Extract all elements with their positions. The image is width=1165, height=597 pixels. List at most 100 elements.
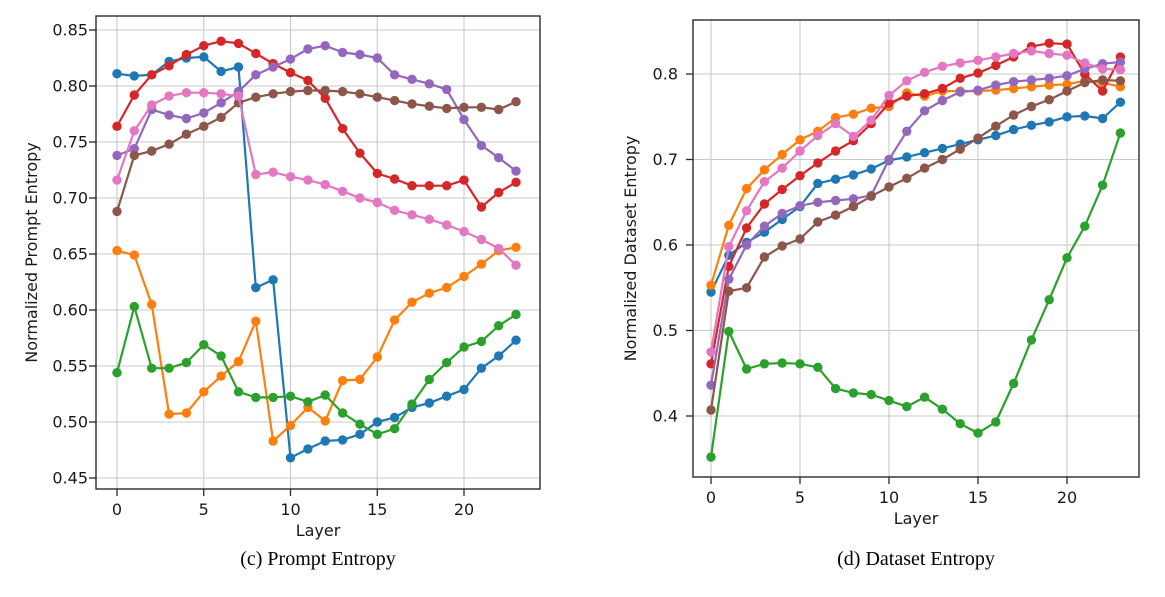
series-pink-marker [424, 214, 434, 224]
series-red-marker [424, 181, 434, 191]
series-green-marker [1044, 295, 1054, 305]
series-purple-marker [848, 194, 859, 204]
series-brown-marker [937, 154, 948, 165]
series-orange-marker [199, 387, 209, 397]
series-blue-marker [303, 444, 313, 454]
series-purple-marker [442, 84, 452, 95]
series-green-marker [112, 368, 122, 378]
axes-spines [95, 15, 541, 490]
series-green-marker [1080, 221, 1090, 231]
series-purple-marker [1026, 75, 1037, 85]
series-orange-marker [459, 271, 469, 282]
caption-dataset-entropy: (d) Dataset Entropy [837, 548, 995, 570]
series-green-marker [216, 351, 226, 361]
series-red-marker [303, 75, 313, 86]
series-red-marker [955, 73, 965, 84]
series-pink-marker [1044, 48, 1054, 59]
dataset-entropy-series-brown [706, 75, 1126, 415]
series-pink-marker [233, 91, 244, 101]
prompt-entropy-series-green [112, 301, 521, 439]
series-green-marker [303, 397, 313, 407]
series-brown-marker [795, 234, 805, 244]
series-blue-marker [285, 453, 296, 463]
series-brown-marker [991, 121, 1001, 131]
series-red-marker [216, 36, 226, 46]
series-pink-marker [459, 226, 469, 237]
y-tick-label: 0.85 [52, 21, 88, 40]
series-orange-marker [1026, 82, 1037, 92]
series-red-marker [129, 90, 139, 100]
series-purple-marker [741, 240, 752, 250]
series-red-marker [147, 70, 157, 80]
dataset-entropy-xlabel: Layer [894, 509, 939, 528]
series-brown-marker [216, 112, 226, 123]
series-blue-marker [355, 429, 365, 439]
series-orange-marker [777, 149, 787, 160]
series-brown-marker [494, 104, 504, 115]
series-purple-marker [1115, 57, 1126, 67]
series-brown-marker [511, 97, 521, 107]
series-purple-marker [112, 150, 122, 161]
series-red-marker [181, 49, 192, 60]
series-brown-marker [706, 405, 716, 415]
series-brown-marker [442, 103, 452, 114]
series-red-marker [777, 184, 787, 195]
series-pink-marker [848, 131, 859, 142]
series-red-marker [759, 199, 770, 209]
series-blue-marker [424, 398, 434, 408]
series-pink-marker [199, 88, 209, 98]
series-pink-marker [303, 175, 313, 185]
series-blue-marker [991, 130, 1001, 141]
prompt-entropy-series-blue [112, 52, 521, 463]
series-green-marker [724, 326, 734, 337]
series-green-marker [320, 390, 330, 400]
series-purple-marker [973, 85, 983, 95]
series-green-marker [973, 428, 983, 438]
tick-marks [89, 29, 465, 496]
series-pink-marker [1026, 46, 1037, 56]
x-tick-label: 10 [280, 500, 300, 519]
series-pink-marker [759, 177, 770, 187]
series-red-marker [372, 168, 382, 179]
series-green-marker [476, 336, 487, 347]
series-orange-marker [1008, 83, 1019, 94]
series-blue-marker [937, 143, 948, 154]
series-pink-marker [268, 167, 278, 177]
series-orange-marker [147, 299, 157, 310]
series-orange-marker [112, 245, 122, 256]
series-green-marker [777, 358, 787, 368]
series-orange-line [116, 246, 517, 443]
series-orange-marker [706, 280, 716, 290]
series-pink-marker [372, 197, 382, 208]
x-tick-label: 20 [1057, 488, 1077, 507]
x-tick-label: 5 [795, 488, 805, 507]
series-blue-marker [112, 69, 122, 79]
series-blue-marker [830, 174, 841, 184]
series-pink-marker [147, 100, 157, 110]
dataset-entropy-series-purple [706, 57, 1126, 390]
series-green-marker [285, 391, 296, 401]
series-blue-marker [919, 148, 930, 158]
series-green-marker [884, 395, 894, 406]
series-pink-marker [991, 52, 1001, 62]
series-orange-marker [251, 316, 261, 326]
series-brown-marker [199, 121, 209, 131]
series-green-marker [389, 424, 400, 434]
series-brown-marker [955, 144, 965, 154]
series-purple-marker [251, 70, 261, 80]
series-brown-marker [813, 217, 823, 227]
series-pink-marker [251, 169, 261, 180]
series-pink-marker [442, 220, 452, 230]
series-purple-marker [759, 221, 770, 231]
tick-labels: 0.4 0.5 0.6 0.7 0.8 0 5 10 15 20 [653, 65, 1078, 508]
series-red-marker [407, 181, 417, 191]
series-brown-marker [777, 241, 787, 251]
series-orange-marker [866, 103, 876, 113]
series-brown-marker [337, 86, 348, 97]
series-pink-marker [164, 91, 174, 101]
series-blue-marker [1097, 113, 1108, 124]
series-orange-marker [181, 408, 192, 418]
series-red-marker [741, 223, 752, 233]
series-blue-marker [216, 66, 226, 77]
series-pink-marker [112, 175, 122, 185]
